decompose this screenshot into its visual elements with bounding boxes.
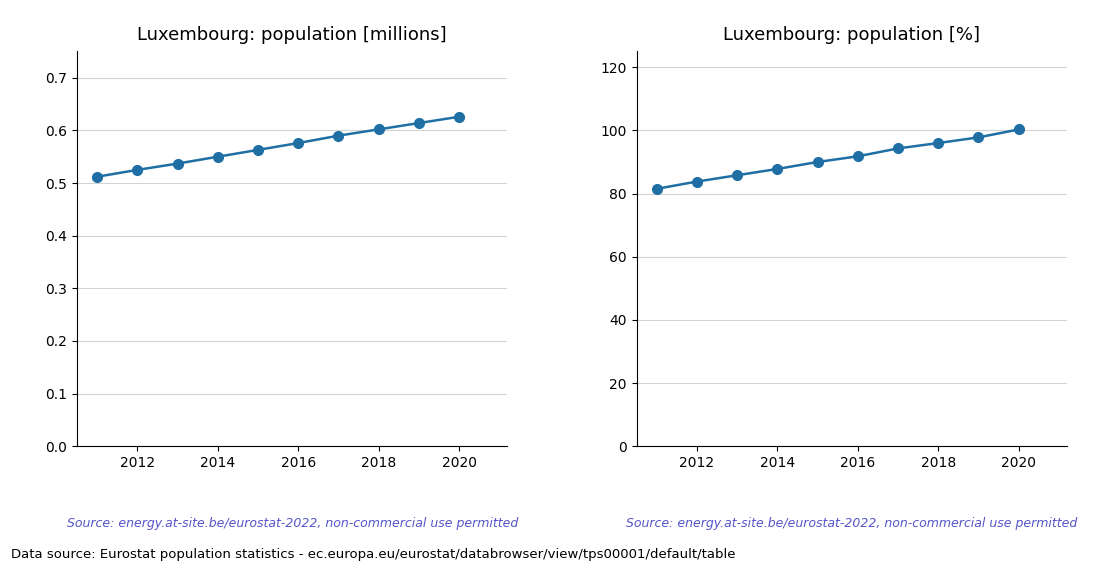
Text: Data source: Eurostat population statistics - ec.europa.eu/eurostat/databrowser/: Data source: Eurostat population statist… xyxy=(11,547,736,561)
Text: Source: energy.at-site.be/eurostat-2022, non-commercial use permitted: Source: energy.at-site.be/eurostat-2022,… xyxy=(67,517,518,530)
Text: Source: energy.at-site.be/eurostat-2022, non-commercial use permitted: Source: energy.at-site.be/eurostat-2022,… xyxy=(626,517,1077,530)
Title: Luxembourg: population [%]: Luxembourg: population [%] xyxy=(724,26,980,45)
Title: Luxembourg: population [millions]: Luxembourg: population [millions] xyxy=(138,26,447,45)
